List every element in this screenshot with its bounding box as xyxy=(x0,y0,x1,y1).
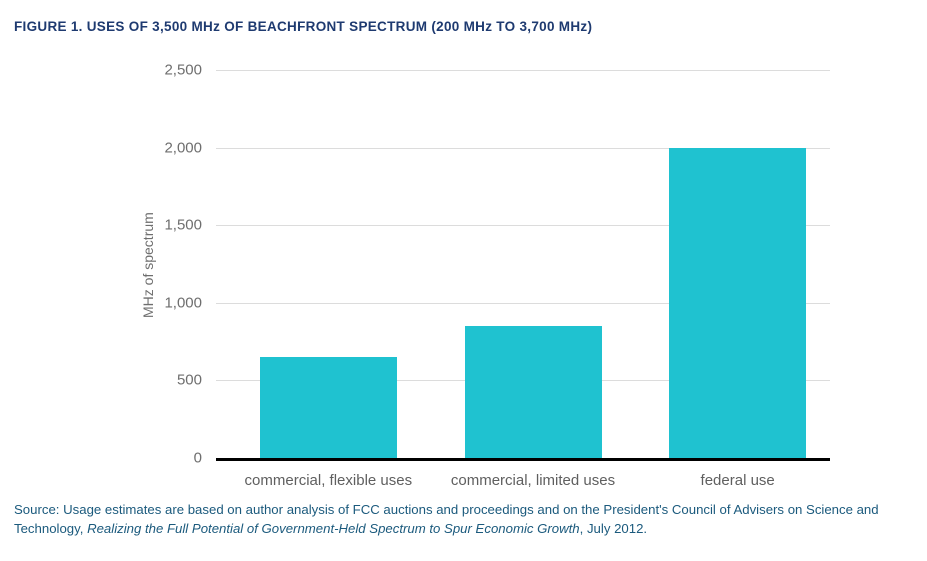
gridline xyxy=(216,147,830,149)
figure-title: FIGURE 1. USES OF 3,500 MHz OF BEACHFRON… xyxy=(14,19,593,34)
bar-1 xyxy=(259,357,397,458)
gridline xyxy=(216,70,830,71)
source-text-italic: Realizing the Full Potential of Governme… xyxy=(87,520,580,536)
plot-area: 0 500 1,000 1,500 2,000 2,500 commercial, flex… xyxy=(164,62,830,489)
gridline xyxy=(216,225,830,227)
y-tick-label: 2,500 xyxy=(164,61,202,79)
y-tick-label: 1,500 xyxy=(164,216,202,234)
y-tick-label: 0 xyxy=(193,449,202,467)
bar-3 xyxy=(669,147,807,458)
source-text-prefix: Source: Usage estimates are based on aut… xyxy=(14,502,879,536)
source-note: Source: Usage estimates are based on aut… xyxy=(14,501,916,538)
source-text-suffix: , July 2012. xyxy=(579,520,648,536)
x-category-label: federal use xyxy=(700,472,775,489)
y-tick-label: 2,000 xyxy=(164,139,202,157)
bar-2 xyxy=(464,326,602,458)
y-axis-label: MHz of spectrum xyxy=(140,212,156,318)
y-tick-label: 1,000 xyxy=(164,294,202,312)
x-category-label: commercial, limited uses xyxy=(450,472,616,489)
gridline xyxy=(216,302,830,304)
y-tick-label: 500 xyxy=(176,371,202,389)
x-category-label: commercial, flexible uses xyxy=(244,472,413,489)
